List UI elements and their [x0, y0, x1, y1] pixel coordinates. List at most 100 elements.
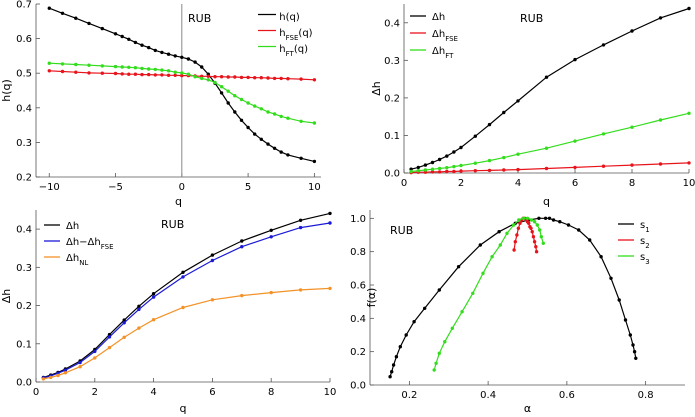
data-point [140, 43, 144, 47]
data-point [206, 74, 210, 79]
data-point [630, 125, 634, 129]
data-point [517, 218, 521, 222]
x-axis-label: α [524, 402, 531, 415]
data-point [487, 168, 492, 173]
data-point [558, 220, 562, 224]
data-point [452, 169, 456, 174]
legend: Δh ΔhFSE ΔhFT [410, 12, 458, 60]
data-point [266, 142, 270, 146]
data-point [286, 77, 290, 81]
data-point [153, 73, 157, 77]
data-point [173, 73, 177, 78]
legend-entry: s2 [640, 236, 650, 250]
series-3 [409, 111, 691, 174]
data-point [259, 76, 263, 80]
data-point [538, 228, 542, 232]
data-point [240, 245, 244, 249]
x-tick-label: −5 [108, 182, 123, 193]
data-point [279, 150, 283, 154]
data-point [133, 72, 138, 76]
data-point [298, 218, 303, 222]
y-tick-label: 0.4 [384, 18, 400, 29]
data-point [394, 355, 399, 359]
y-tick-label: 0.0 [384, 169, 400, 180]
data-point [573, 165, 577, 170]
data-point [658, 16, 663, 20]
x-tick-label: 10 [683, 178, 695, 189]
data-point [122, 335, 126, 339]
data-point [430, 160, 435, 165]
data-point [512, 248, 516, 252]
legend: s1 s2 s3 [618, 220, 650, 266]
data-point [566, 223, 571, 227]
legend-entry: ΔhFT [432, 46, 454, 60]
data-point [502, 155, 506, 160]
data-point [497, 230, 501, 234]
data-point [443, 340, 447, 344]
y-axis-label: Δh [0, 289, 13, 304]
data-point [181, 275, 185, 279]
x-tick-label: 0.4 [480, 390, 496, 401]
data-point [173, 54, 177, 58]
y-tick-label: 0.6 [350, 281, 366, 292]
data-point [226, 101, 230, 105]
data-point [87, 21, 91, 26]
legend: h(q) hFSE(q) hFT(q) [258, 12, 313, 58]
data-point [459, 169, 463, 173]
data-point [127, 65, 131, 70]
x-tick-label: 4 [515, 178, 521, 189]
y-tick-label: 0.0 [350, 381, 366, 392]
data-point [193, 75, 197, 79]
data-point [460, 310, 464, 314]
data-point [390, 370, 394, 374]
data-point [430, 167, 435, 171]
data-point [532, 220, 537, 224]
data-point [137, 304, 141, 308]
x-axis-label: q [543, 195, 550, 208]
data-point [312, 159, 317, 164]
data-point [100, 26, 105, 31]
data-point [113, 32, 118, 36]
data-point [219, 75, 224, 79]
data-point [423, 306, 427, 310]
series-line [49, 62, 315, 124]
data-point [630, 29, 634, 33]
data-point [49, 375, 53, 380]
data-point [133, 40, 138, 45]
data-point [74, 70, 78, 74]
data-point [437, 288, 441, 292]
x-tick-label: −10 [39, 182, 60, 193]
legend-entry: ΔhNL [66, 253, 88, 267]
data-point [246, 101, 250, 105]
data-point [266, 76, 270, 80]
data-point [617, 298, 621, 302]
chart-panel-2: 0 2 4 6 8 10 0.0 0.1 0.2 0.3 0.4 q Δh RUB Δh ΔhFSE ΔhFT [370, 4, 695, 208]
data-point [398, 345, 402, 349]
data-point [186, 72, 191, 76]
data-point [93, 356, 97, 360]
data-point [471, 291, 475, 295]
data-point [328, 221, 332, 225]
data-point [239, 97, 244, 102]
data-point [312, 121, 317, 125]
data-point [437, 170, 442, 174]
data-point [233, 75, 237, 79]
data-point [434, 361, 438, 365]
data-point [113, 71, 118, 76]
series-1 [388, 216, 638, 379]
data-point [180, 55, 184, 59]
data-point [153, 67, 157, 72]
data-point [416, 169, 420, 173]
data-point [41, 377, 46, 381]
data-point [601, 132, 606, 136]
data-point [259, 137, 263, 141]
data-point [151, 292, 156, 296]
data-point [534, 245, 538, 249]
y-axis-label: f(α) [365, 288, 378, 308]
x-tick-label: 10 [324, 387, 337, 398]
data-point [100, 64, 105, 68]
data-point [502, 168, 506, 172]
data-point [213, 80, 217, 85]
data-point [505, 231, 509, 235]
data-point [537, 216, 541, 220]
